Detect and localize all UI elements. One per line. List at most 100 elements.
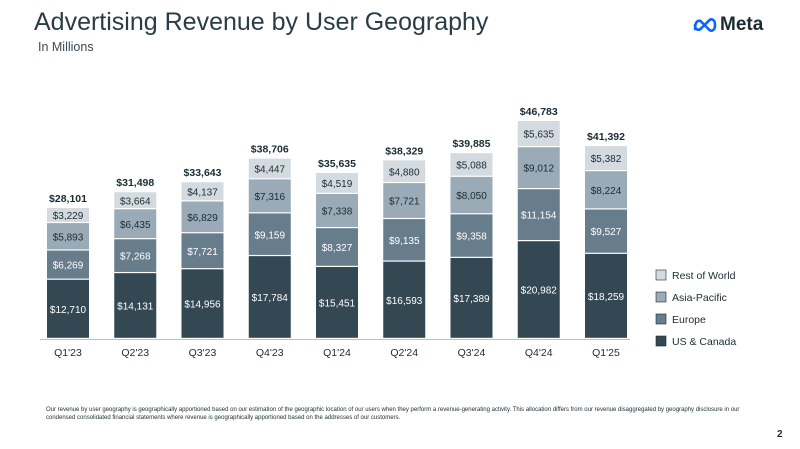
- bar-value-label: $9,159: [254, 230, 285, 241]
- bar-value-label: $4,880: [389, 167, 420, 178]
- bar-total-label: $33,643: [184, 167, 222, 179]
- bar-segment: [585, 171, 627, 209]
- bar-value-label: $14,956: [184, 300, 221, 311]
- bar-segment: [450, 214, 493, 257]
- page-number: 2: [777, 429, 783, 440]
- bar-segment: [517, 241, 560, 338]
- bar-value-label: $5,893: [53, 232, 84, 243]
- legend-swatch: [655, 335, 667, 347]
- bar-value-label: $6,435: [120, 220, 151, 231]
- bar-total-label: $46,783: [520, 106, 558, 118]
- legend-label: Europe: [672, 314, 706, 326]
- bar-value-label: $20,982: [521, 286, 558, 297]
- bar-segment: [114, 273, 157, 338]
- bar-segment: [248, 158, 291, 179]
- x-tick-label: Q2'23: [121, 347, 149, 359]
- x-tick-label: Q3'24: [458, 347, 486, 359]
- legend-label: Rest of World: [672, 270, 736, 282]
- bar-value-label: $8,224: [591, 186, 622, 197]
- legend-swatch: [655, 313, 667, 325]
- bar-segment: [181, 182, 224, 201]
- bar-value-label: $16,593: [386, 296, 423, 307]
- bar-value-label: $7,268: [120, 252, 151, 263]
- footnote: Our revenue by user geography is geograp…: [46, 407, 740, 421]
- meta-logo: Meta: [692, 14, 763, 36]
- bar-value-label: $7,721: [187, 247, 218, 258]
- bar-segment: [450, 257, 493, 338]
- bar-value-label: $12,710: [50, 305, 87, 316]
- bar-value-label: $5,382: [591, 154, 622, 165]
- bar-segment: [248, 179, 291, 213]
- legend-label: US & Canada: [672, 336, 736, 348]
- bar-total-label: $38,706: [251, 144, 289, 156]
- bar-value-label: $17,784: [252, 293, 289, 304]
- bar-segment: [47, 223, 89, 250]
- bar-value-label: $5,088: [456, 160, 487, 171]
- meta-infinity-icon: [693, 18, 717, 32]
- bar-value-label: $9,012: [523, 164, 554, 175]
- bar-segment: [316, 193, 358, 227]
- bar-segment: [316, 266, 358, 338]
- bar-value-label: $15,451: [319, 298, 356, 309]
- bar-total-label: $41,392: [587, 131, 625, 143]
- bar-segment: [383, 219, 426, 261]
- bar-value-label: $6,829: [187, 213, 218, 224]
- x-tick-label: Q4'23: [256, 347, 284, 359]
- bar-segment: [585, 146, 627, 170]
- legend-swatch: [655, 291, 667, 303]
- bar-value-label: $9,527: [591, 227, 622, 238]
- legend-swatch: [655, 269, 667, 281]
- bar-value-label: $9,358: [456, 232, 487, 243]
- bar-segment: [450, 176, 493, 214]
- bar-segment: [114, 192, 157, 209]
- bar-segment: [383, 160, 426, 182]
- x-tick-label: Q4'24: [525, 347, 553, 359]
- bar-segment: [181, 269, 224, 338]
- bar-segment: [450, 153, 493, 176]
- bar-segment: [383, 183, 426, 218]
- bar-segment: [585, 209, 627, 253]
- bar-segment: [383, 261, 426, 338]
- bar-value-label: $7,316: [254, 192, 285, 203]
- x-tick-label: Q1'24: [323, 347, 351, 359]
- x-tick-label: Q1'25: [592, 347, 620, 359]
- bar-value-label: $3,229: [53, 211, 84, 222]
- bar-segment: [316, 228, 358, 266]
- bar-total-label: $39,885: [453, 138, 491, 150]
- x-tick-label: Q1'23: [54, 347, 82, 359]
- bar-total-label: $31,498: [116, 177, 154, 189]
- bar-segment: [585, 253, 627, 338]
- bar-segment: [47, 250, 89, 279]
- x-tick-label: Q3'23: [189, 347, 217, 359]
- bar-value-label: $8,050: [456, 191, 487, 202]
- bar-value-label: $14,131: [117, 302, 154, 313]
- bar-value-label: $9,135: [389, 236, 420, 247]
- bar-value-label: $8,327: [322, 243, 353, 254]
- bar-value-label: $4,137: [187, 187, 218, 198]
- bar-value-label: $4,519: [322, 179, 353, 190]
- bar-value-label: $7,338: [322, 207, 353, 218]
- bar-segment: [248, 256, 291, 338]
- bar-segment: [114, 209, 157, 239]
- bar-segment: [517, 120, 560, 147]
- x-tick-label: Q2'24: [390, 347, 418, 359]
- bar-segment: [248, 213, 291, 255]
- bar-segment: [517, 189, 560, 241]
- page-subtitle: In Millions: [38, 40, 94, 54]
- bar-value-label: $11,154: [521, 211, 557, 222]
- legend-label: Asia-Pacific: [672, 292, 727, 304]
- bar-value-label: $17,389: [453, 294, 490, 305]
- revenue-stacked-bar-chart: $12,710 $6,269 $5,893 $3,229 $28,101 Q1'23 $14…: [40, 106, 736, 359]
- bar-value-label: $5,635: [523, 130, 554, 141]
- bar-total-label: $28,101: [49, 193, 87, 205]
- bar-segment: [316, 172, 358, 193]
- bar-value-label: $6,269: [53, 261, 84, 272]
- bar-segment: [47, 279, 89, 338]
- bar-value-label: $3,664: [120, 196, 151, 207]
- bar-segment: [114, 239, 157, 272]
- bar-segment: [181, 201, 224, 233]
- bar-segment: [47, 208, 89, 222]
- bar-value-label: $18,259: [588, 292, 625, 303]
- bar-value-label: $4,447: [254, 164, 285, 175]
- bar-value-label: $7,721: [389, 197, 420, 208]
